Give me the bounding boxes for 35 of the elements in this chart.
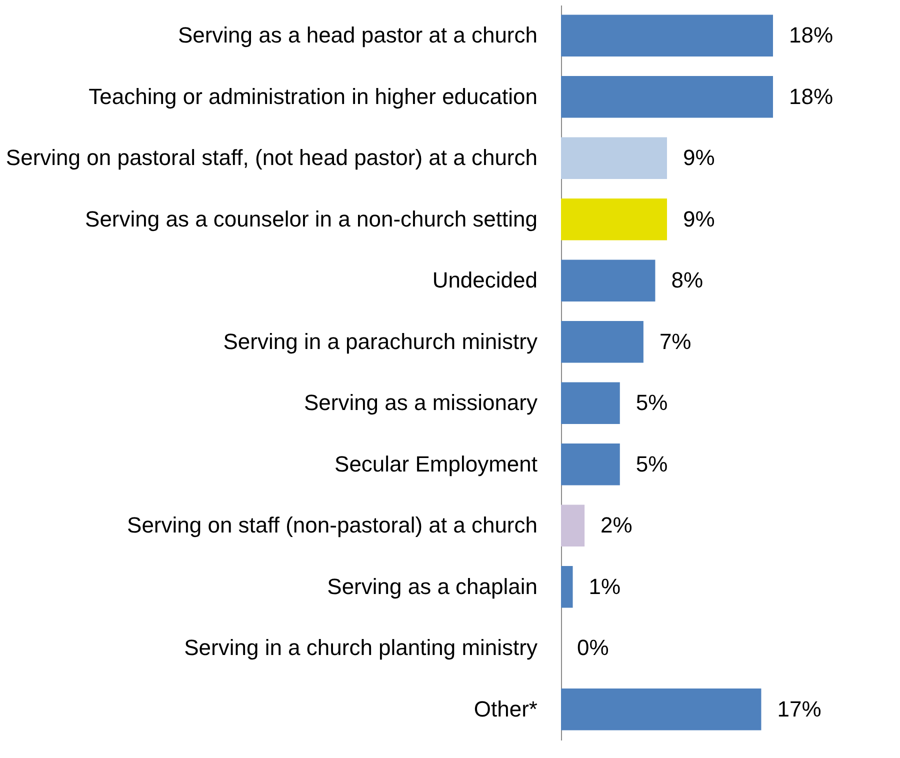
y-tick-label: Secular Employment <box>334 451 538 476</box>
bar <box>561 14 773 56</box>
data-label: 17% <box>777 696 822 722</box>
data-label: 8% <box>671 268 704 293</box>
data-label: 18% <box>789 84 834 109</box>
bar <box>561 688 762 730</box>
bar <box>561 198 667 240</box>
bar <box>561 321 644 363</box>
y-tick-label: Serving as a counselor in a non-church setting <box>85 206 538 232</box>
bar <box>561 76 773 118</box>
data-label: 2% <box>600 512 632 538</box>
y-tick-label: Undecided <box>432 268 538 293</box>
y-tick-label: Serving on pastoral staff, (not head pastor) at a church <box>6 145 538 170</box>
y-tick-label: Serving as a missionary <box>304 390 538 416</box>
data-label: 5% <box>636 390 668 416</box>
y-tick-label: Serving in a parachurch ministry <box>223 328 538 354</box>
bar <box>561 444 620 486</box>
y-tick-label: Other* <box>474 696 538 722</box>
y-tick-label: Serving as a chaplain <box>327 574 538 599</box>
data-label: 0% <box>577 635 609 660</box>
y-tick-label: Teaching or administration in higher education <box>88 84 538 109</box>
data-label: 1% <box>588 574 621 599</box>
bar <box>561 260 656 302</box>
data-label: 9% <box>683 145 715 170</box>
data-label: 9% <box>683 206 715 232</box>
bar <box>561 566 573 608</box>
y-tick-label: Serving in a church planting ministry <box>184 635 538 660</box>
bar <box>561 504 585 546</box>
bar <box>561 382 620 424</box>
data-label: 18% <box>789 22 834 48</box>
y-tick-label: Serving on staff (non-pastoral) at a church <box>127 512 538 538</box>
bar <box>561 137 667 179</box>
data-label: 7% <box>659 328 692 354</box>
data-label: 5% <box>636 451 668 476</box>
y-tick-label: Serving as a head pastor at a church <box>178 22 538 48</box>
